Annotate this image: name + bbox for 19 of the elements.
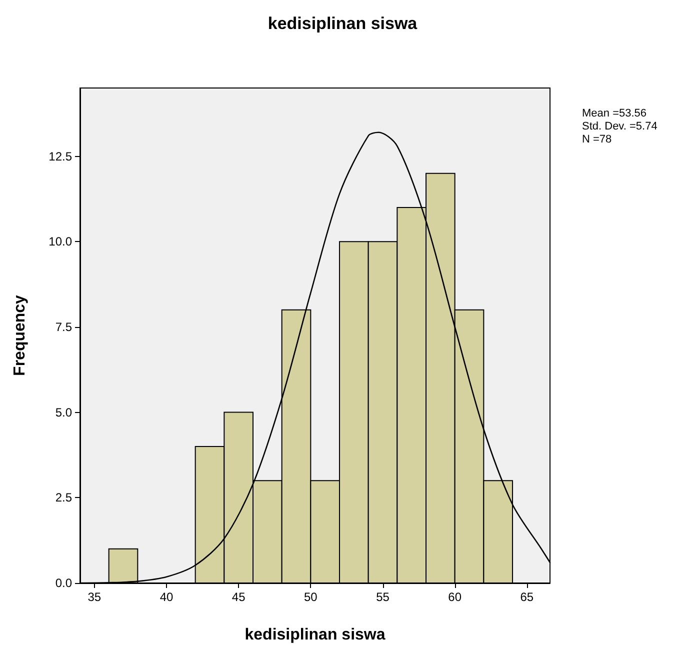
x-tick-label: 60 xyxy=(448,590,462,604)
y-axis-title: Frequency xyxy=(12,294,28,376)
y-tick-label: 10.0 xyxy=(48,234,72,249)
x-tick-label: 50 xyxy=(304,590,318,604)
text: Mean =53.56 xyxy=(582,108,647,120)
y-tick-label: 5.0 xyxy=(55,405,72,420)
x-tick-label: 40 xyxy=(160,590,174,604)
x-tick-label: 55 xyxy=(376,590,390,604)
x-tick-label: 65 xyxy=(520,590,534,604)
x-axis-title: kedisiplinan siswa xyxy=(244,626,386,644)
chart-title: kedisiplinan siswa xyxy=(268,14,418,33)
y-tick-label: 12.5 xyxy=(48,149,72,164)
x-tick-label: 35 xyxy=(88,590,102,604)
text: Std. Dev. =5.74 xyxy=(582,120,658,132)
y-tick-label: 7.5 xyxy=(55,320,72,334)
y-tick-label: 0.0 xyxy=(55,576,72,590)
x-tick-label: 45 xyxy=(232,590,246,604)
y-tick-label: 2.5 xyxy=(55,490,72,505)
text: N =78 xyxy=(582,134,612,146)
